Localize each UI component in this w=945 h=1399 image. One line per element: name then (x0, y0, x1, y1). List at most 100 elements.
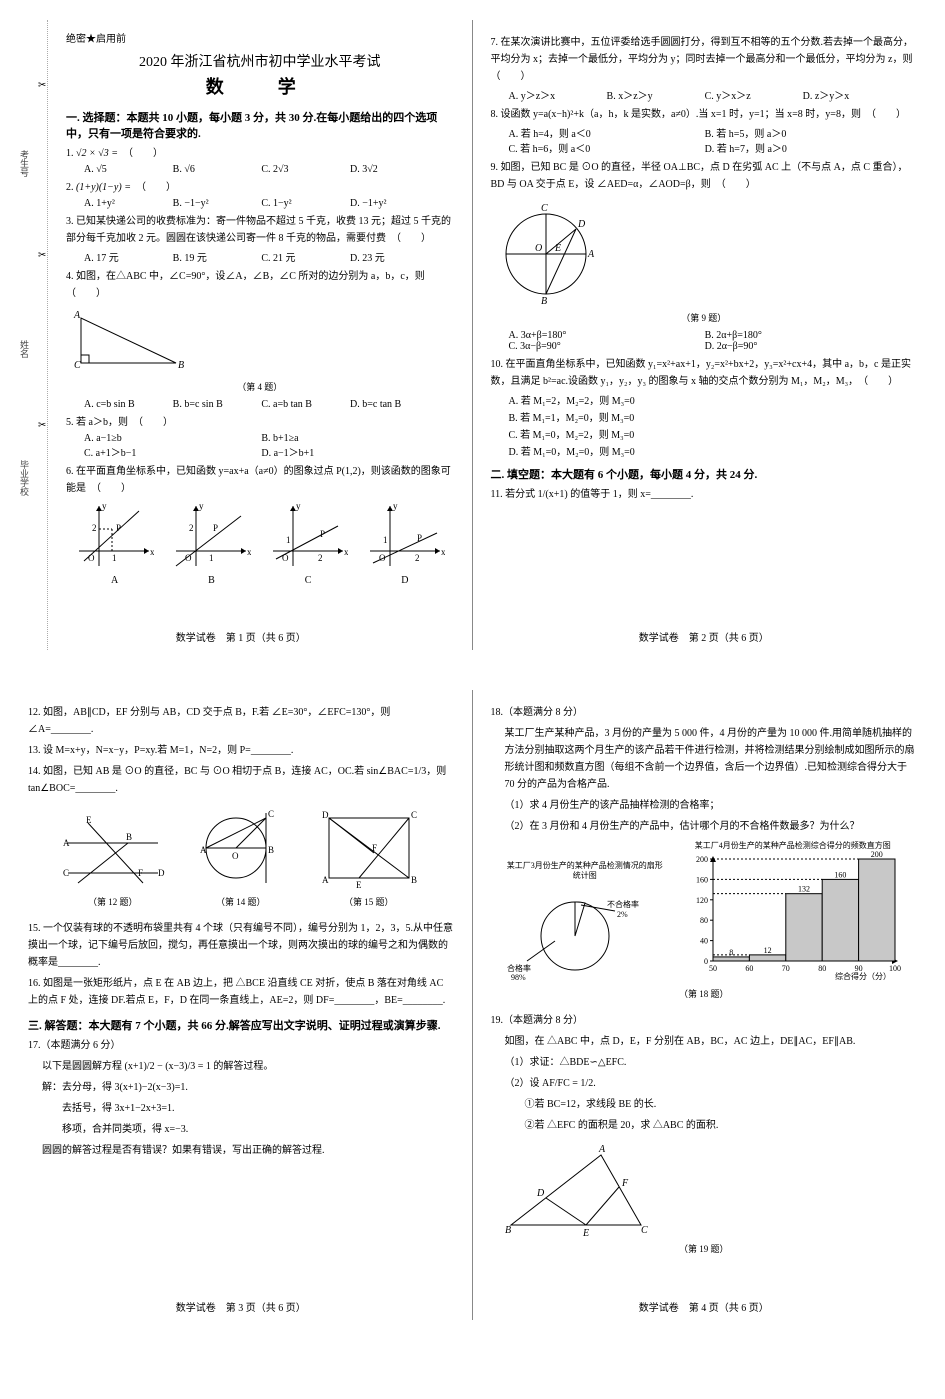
circle-icon: C B A O D E (491, 199, 601, 309)
question-11: 11. 若分式 1/(x+1) 的值等于 1，则 x=________. (491, 486, 918, 503)
svg-text:C: C (541, 203, 548, 214)
section-c-head: 三. 解答题：本大题有 7 个小题，共 66 分.解答应写出文字说明、证明过程或… (28, 1017, 454, 1033)
binding-name: 姓名 (18, 340, 31, 358)
svg-text:y: y (393, 501, 398, 511)
svg-text:y: y (102, 501, 107, 511)
q5-opt-c: C. a+1＞b−1 (84, 444, 261, 459)
svg-text:y: y (199, 501, 204, 511)
bar-chart-icon: 040801201602008121321602005060708090100综… (683, 851, 903, 981)
svg-text:12: 12 (763, 945, 771, 954)
svg-text:B: B (411, 875, 417, 885)
svg-text:D: D (322, 810, 329, 820)
q18-charts: 某工厂3月份生产的某种产品检测情况的扇形统计图 合格率 98% 不合格率 2% … (491, 841, 918, 981)
q9-opt-c: C. 3α−β=90° (509, 341, 705, 352)
q19-head: 19.（本题满分 8 分） (491, 1012, 918, 1029)
svg-text:D: D (577, 219, 586, 230)
q5-opt-a: A. a−1≥b (84, 433, 261, 444)
q19-body: 如图，在 △ABC 中，点 D，E，F 分别在 AB，BC，AC 边上，DE∥A… (491, 1033, 918, 1050)
svg-text:A: A (587, 249, 595, 260)
question-12: 12. 如图，AB∥CD，EF 分别与 AB，CD 交于点 B，F.若 ∠E=3… (28, 704, 454, 738)
q5-opt-d: D. a−1＞b+1 (261, 444, 438, 459)
page-3: 12. 如图，AB∥CD，EF 分别与 AB，CD 交于点 B，F.若 ∠E=3… (10, 690, 473, 1320)
svg-text:A: A (73, 310, 81, 321)
section-b-head: 二. 填空题：本大题有 6 个小题，每小题 4 分，共 24 分. (491, 466, 918, 482)
svg-text:160: 160 (696, 875, 708, 884)
binding-number: 考生号 (18, 150, 31, 177)
q15-caption: （第 15 题） (314, 895, 424, 908)
question-6: 6. 在平面直角坐标系中，已知函数 y=ax+a（a≠0）的图象过点 P(1,2… (66, 463, 454, 497)
svg-text:80: 80 (700, 916, 708, 925)
svg-text:2: 2 (189, 523, 194, 533)
q8-opt-a: A. 若 h=4，则 a＜0 (509, 125, 705, 140)
q4-figure: C B A (66, 308, 454, 378)
svg-text:1: 1 (112, 553, 117, 563)
q1-opt-d: D. 3√2 (350, 164, 439, 175)
q19-p2a: ①若 BC=12，求线段 BE 的长. (491, 1096, 918, 1113)
q1-opt-a: A. √5 (84, 164, 173, 175)
q2-opt-b: B. −1−y² (173, 198, 262, 209)
q6-graphs: O12 xy P O12 xy P O21 xy P (66, 501, 454, 571)
q17-head: 17.（本题满分 6 分） (28, 1037, 454, 1054)
q14-caption: （第 14 题） (186, 895, 296, 908)
graph-c-icon: O21 xy P (268, 501, 348, 571)
q6-label-a: A (111, 575, 118, 586)
svg-text:F: F (138, 868, 143, 878)
question-5: 5. 若 a＞b，则 （ ） (66, 414, 454, 431)
q18-head: 18.（本题满分 8 分） (491, 704, 918, 721)
q4-caption: （第 4 题） (66, 380, 454, 393)
svg-text:F: F (621, 1178, 629, 1189)
q4-opt-d: D. b=c tan B (350, 399, 439, 410)
binding-column: ✂ 毕业学校 ✂ 姓名 ✂ 考生号 (10, 20, 48, 650)
triangle-icon: C B A (66, 308, 196, 378)
svg-text:E: E (356, 880, 362, 890)
question-3: 3. 已知某快递公司的收费标准为：寄一件物品不超过 5 千克，收费 13 元；超… (66, 213, 454, 247)
q1-opt-b: B. √6 (173, 164, 262, 175)
figs-12-14-15: AB CD EF （第 12 题） AB CO （第 14 题） (28, 803, 454, 914)
svg-text:A: A (63, 838, 70, 848)
q8-options: A. 若 h=4，则 a＜0 B. 若 h=5，则 a＞0 C. 若 h=6，则… (491, 125, 918, 155)
q12-figure-icon: AB CD EF (58, 813, 168, 893)
question-4: 4. 如图，在△ABC 中，∠C=90°，设∠A，∠B，∠C 所对的边分别为 a… (66, 268, 454, 302)
q18-body: 某工厂生产某种产品，3 月份的产量为 5 000 件，4 月份的产量为 10 0… (491, 725, 918, 793)
svg-text:B: B (505, 1225, 511, 1236)
exam-title: 2020 年浙江省杭州市初中学业水平考试 (66, 51, 454, 71)
svg-text:P: P (213, 523, 218, 533)
svg-text:1: 1 (383, 535, 388, 545)
q3-opt-c: C. 21 元 (261, 249, 350, 264)
page-2: 7. 在某次演讲比赛中，五位评委给选手圆圆打分，得到互不相等的五个分数.若去掉一… (473, 20, 936, 650)
question-2: 2. (1+y)(1−y) = （ ） (66, 179, 454, 196)
svg-text:A: A (322, 875, 329, 885)
question-10: 10. 在平面直角坐标系中，已知函数 y₁=x²+ax+1，y₂=x²+bx+2… (491, 356, 918, 390)
svg-text:E: E (554, 243, 561, 254)
binding-school: 毕业学校 (18, 460, 31, 496)
svg-text:x: x (441, 547, 445, 557)
svg-text:40: 40 (700, 936, 708, 945)
svg-text:B: B (541, 296, 547, 307)
question-7: 7. 在某次演讲比赛中，五位评委给选手圆圆打分，得到互不相等的五个分数.若去掉一… (491, 34, 918, 85)
svg-text:A: A (598, 1144, 606, 1155)
page-1: ✂ 毕业学校 ✂ 姓名 ✂ 考生号 绝密★启用前 2020 年浙江省杭州市初中学… (10, 20, 473, 650)
q1-options: A. √5 B. √6 C. 2√3 D. 3√2 (66, 164, 454, 175)
q14-figure-icon: AB CO (186, 803, 296, 893)
svg-text:P: P (116, 523, 121, 533)
svg-text:x: x (150, 547, 154, 557)
q18-p2: （2）在 3 月份和 4 月份生产的产品中，估计哪个月的不合格件数最多？为什么？ (491, 818, 918, 835)
q2-options: A. 1+y² B. −1−y² C. 1−y² D. −1+y² (66, 198, 454, 209)
page-3-footer: 数学试卷 第 3 页（共 6 页） (10, 1299, 472, 1314)
q2-opt-c: C. 1−y² (261, 198, 350, 209)
svg-text:P: P (320, 529, 325, 539)
svg-text:2: 2 (415, 553, 420, 563)
q10-opt-d: D. 若 M₁=0，M₂=0，则 M₃=0 (509, 443, 918, 458)
q6-label-b: B (208, 575, 215, 586)
svg-text:B: B (268, 845, 274, 855)
page-1-footer: 数学试卷 第 1 页（共 6 页） (10, 629, 472, 644)
q9-options: A. 3α+β=180° B. 2α+β=180° C. 3α−β=90° D.… (491, 330, 918, 352)
q7-opt-d: D. z＞y＞x (803, 87, 901, 102)
q17-line5: 圆圆的解答过程是否有错误？如果有错误，写出正确的解答过程. (28, 1142, 454, 1159)
graph-a-icon: O12 xy P (74, 501, 154, 571)
q4-opt-b: B. b=c sin B (173, 399, 262, 410)
q15-figure-icon: DC AB EF (314, 803, 424, 893)
page-4-footer: 数学试卷 第 4 页（共 6 页） (473, 1299, 936, 1314)
svg-text:C: C (411, 810, 417, 820)
q18-p1: （1）求 4 月份生产的该产品抽样检测的合格率； (491, 797, 918, 814)
